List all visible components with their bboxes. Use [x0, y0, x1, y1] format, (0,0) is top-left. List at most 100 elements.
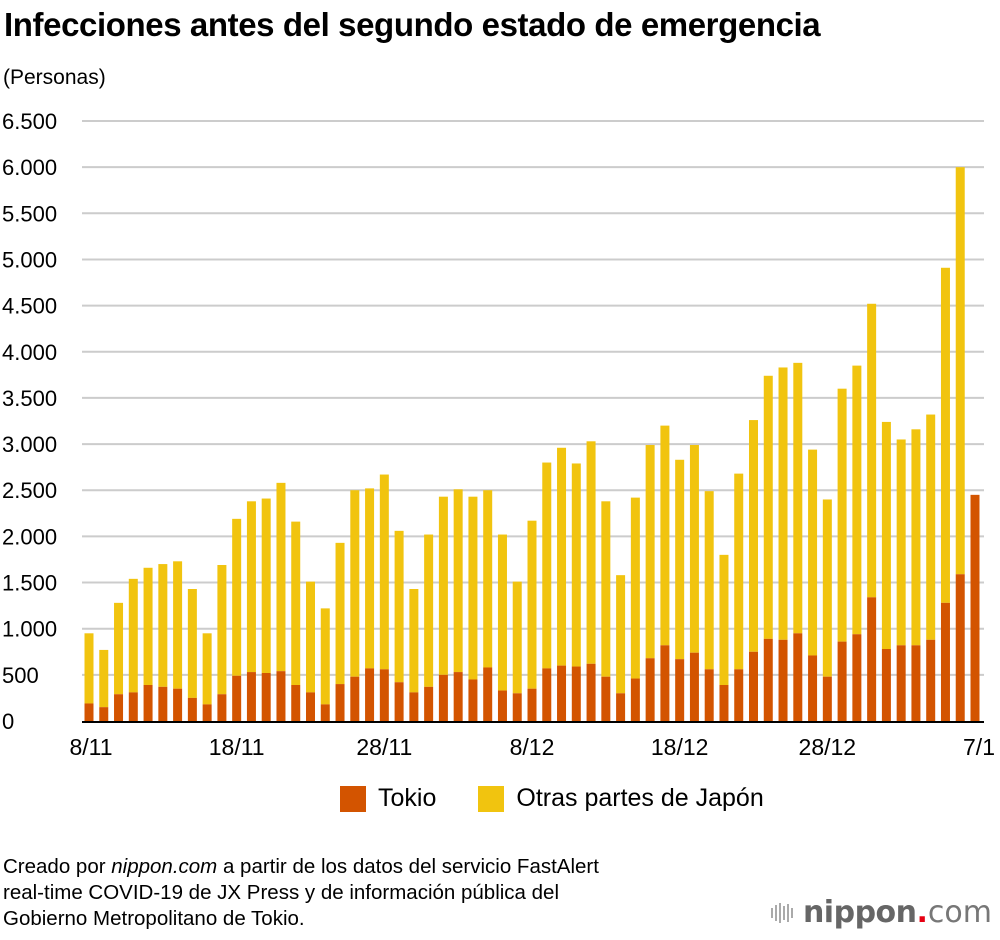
- bar-tokio-11/11: [128, 692, 138, 721]
- bar-otras-24/12: [763, 375, 773, 639]
- bar-otras-30/11: [409, 589, 419, 693]
- bar-tokio-4/12: [468, 679, 478, 721]
- bar-tokio-16/11: [202, 704, 212, 721]
- bar-otras-22/12: [734, 473, 744, 670]
- bar-tokio-21/11: [276, 671, 286, 721]
- bar-otras-28/11: [379, 474, 389, 670]
- x-tick-label: 8/11: [69, 734, 112, 760]
- bar-otras-13/12: [601, 501, 611, 677]
- y-tick-label: 6.500: [2, 109, 57, 134]
- y-tick-label: 500: [2, 663, 39, 688]
- bar-otras-21/11: [276, 482, 286, 672]
- source-line-2: real-time COVID-19 de JX Press y de info…: [3, 881, 560, 904]
- bar-tokio-1/1: [881, 649, 891, 721]
- bar-otras-16/12: [645, 445, 655, 659]
- bar-tokio-7/1: [970, 494, 980, 721]
- bar-tokio-15/12: [630, 678, 640, 721]
- logo-soundwave-icon: [770, 902, 795, 923]
- y-tick-label: 4.500: [2, 294, 57, 319]
- bar-otras-11/12: [571, 463, 581, 667]
- source-note: Creado por nippon.com a partir de los da…: [3, 854, 599, 932]
- bar-tokio-9/12: [542, 668, 552, 721]
- bar-tokio-21/12: [719, 685, 729, 721]
- stacked-bar-chart: 0 500 1.000 1.500 2.000 2.500 3.000 3.500 4.000 4…: [2, 109, 995, 760]
- y-tick-label: 5.000: [2, 247, 57, 272]
- bar-tokio-2/1: [896, 645, 906, 721]
- bar-otras-18/11: [232, 518, 242, 676]
- nippon-com-logo: nippon. com: [770, 895, 992, 930]
- bar-tokio-17/12: [660, 645, 670, 721]
- bar-otras-3/1: [911, 429, 921, 646]
- bar-tokio-11/12: [571, 666, 581, 721]
- bar-otras-24/11: [320, 608, 330, 705]
- legend-item-otras: Otras partes de Japón: [478, 784, 764, 813]
- bar-tokio-20/11: [261, 673, 271, 721]
- bar-otras-28/12: [822, 499, 832, 677]
- bar-tokio-2/12: [438, 674, 448, 721]
- bar-otras-2/12: [438, 496, 448, 675]
- legend: Tokio Otras partes de Japón: [340, 784, 806, 813]
- bar-otras-10/12: [557, 447, 567, 666]
- bar-otras-9/11: [99, 649, 109, 708]
- bar-tokio-17/11: [217, 694, 227, 721]
- bar-otras-30/12: [852, 365, 862, 635]
- bar-otras-15/11: [187, 589, 197, 698]
- bar-otras-14/11: [173, 561, 183, 689]
- bar-otras-6/12: [497, 534, 507, 691]
- bar-tokio-5/1: [940, 602, 950, 721]
- bar-tokio-19/12: [689, 652, 699, 721]
- bar-tokio-4/1: [926, 639, 936, 721]
- logo-tld: com: [927, 895, 992, 930]
- bar-tokio-19/11: [246, 672, 256, 721]
- bars: [84, 167, 980, 721]
- bar-tokio-14/12: [616, 693, 626, 721]
- source-line-1: Creado por nippon.com a partir de los da…: [3, 854, 599, 880]
- bar-tokio-13/11: [158, 686, 168, 721]
- x-tick-label: 28/11: [356, 734, 412, 760]
- bar-otras-26/11: [350, 490, 360, 677]
- logo-dot: .: [916, 895, 928, 930]
- bar-otras-26/12: [793, 362, 803, 634]
- bar-otras-9/12: [542, 462, 552, 669]
- bar-otras-19/11: [246, 501, 256, 673]
- y-tick-label: 2.500: [2, 478, 57, 503]
- source-line-3: Gobierno Metropolitano de Tokio.: [3, 907, 305, 930]
- bar-otras-17/11: [217, 565, 227, 695]
- x-tick-label: 18/12: [651, 734, 709, 760]
- bar-tokio-1/12: [424, 686, 434, 721]
- bar-tokio-24/11: [320, 704, 330, 721]
- bar-otras-13/11: [158, 564, 168, 687]
- bar-otras-19/12: [689, 445, 699, 653]
- y-tick-label: 1.000: [2, 617, 57, 642]
- bar-otras-31/12: [867, 303, 877, 598]
- bar-tokio-3/12: [453, 672, 463, 721]
- bar-tokio-6/12: [497, 690, 507, 721]
- bar-otras-29/11: [394, 530, 404, 683]
- y-axis-tick-labels: 0 500 1.000 1.500 2.000 2.500 3.000 3.500 4.000 4…: [2, 109, 57, 734]
- source-text: Creado por: [3, 855, 112, 878]
- bar-tokio-8/11: [84, 703, 94, 721]
- y-tick-label: 6.000: [2, 155, 57, 180]
- bar-tokio-28/12: [822, 676, 832, 721]
- bar-tokio-26/12: [793, 633, 803, 721]
- bar-otras-6/1: [955, 167, 965, 575]
- bar-tokio-25/12: [778, 639, 788, 721]
- bar-otras-5/12: [483, 490, 493, 668]
- bar-otras-16/11: [202, 633, 212, 705]
- bar-tokio-20/12: [704, 669, 714, 721]
- bar-tokio-26/11: [350, 676, 360, 721]
- bar-tokio-9/11: [99, 707, 109, 721]
- bar-tokio-10/12: [557, 665, 567, 721]
- bar-tokio-15/11: [187, 697, 197, 721]
- legend-item-tokio: Tokio: [340, 784, 436, 813]
- bar-tokio-27/12: [808, 655, 818, 721]
- bar-tokio-23/11: [306, 692, 315, 721]
- y-tick-label: 3.500: [2, 386, 57, 411]
- bar-otras-14/12: [616, 575, 626, 694]
- bar-tokio-3/1: [911, 645, 921, 721]
- bar-tokio-31/12: [867, 597, 877, 721]
- bar-otras-5/1: [940, 267, 950, 603]
- bar-otras-1/1: [881, 421, 891, 649]
- bar-otras-8/12: [527, 520, 537, 689]
- x-tick-label: 18/11: [209, 734, 265, 760]
